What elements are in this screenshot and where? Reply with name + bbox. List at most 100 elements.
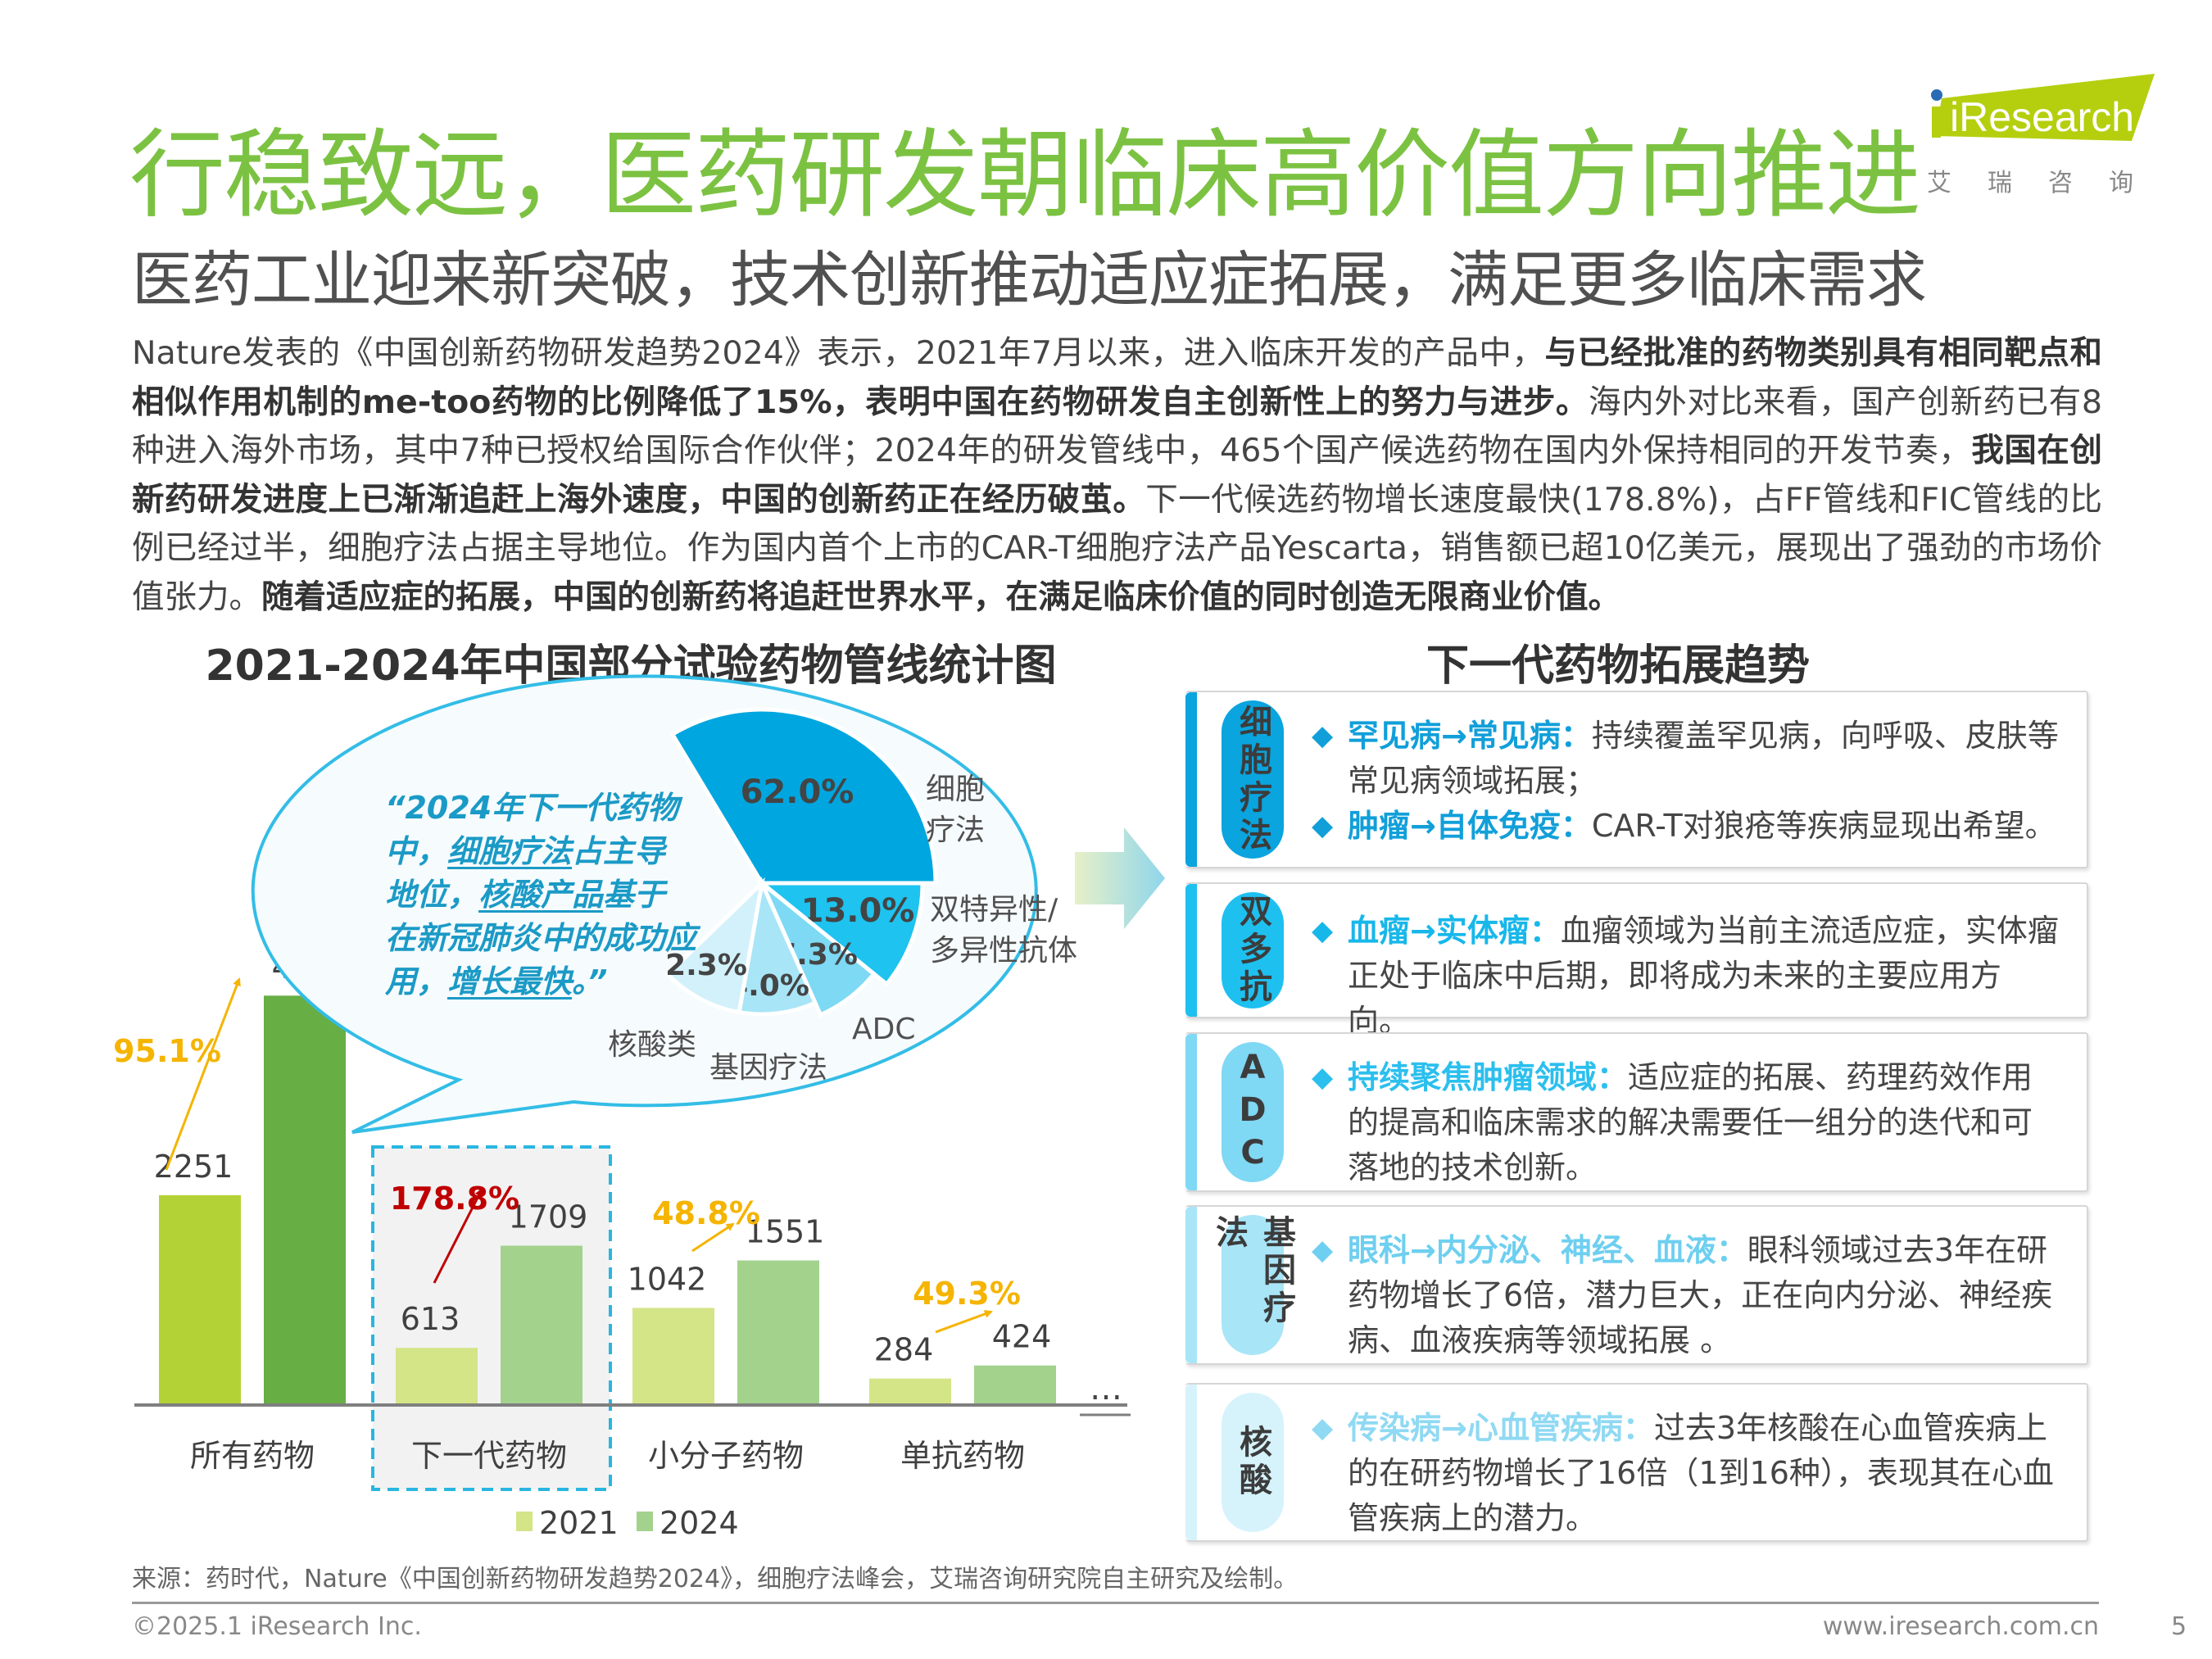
trend-bullet: ◆ 传染病→心血管疾病：过去3年核酸在心血管疾病上的在研药物增长了16倍（1到16… <box>1312 1406 2062 1541</box>
pie-slice-1 <box>755 881 925 987</box>
diamond-bullet-icon: ◆ <box>1312 1234 1334 1267</box>
bubble-quote: “2024年下一代药物中，细胞疗法占主导地位，核酸产品基于在新冠肺炎中的成功应用… <box>385 786 696 1004</box>
bar-2021-1 <box>396 1348 478 1405</box>
bullet-text: 眼科领域过去3年在研药物增长了6倍，潜力巨大，正在向内分泌、神经疾病、血液疾病等… <box>1348 1232 2053 1358</box>
bullet-heading: 肿瘤→自体免疫： <box>1348 808 1592 844</box>
diamond-bullet-icon: ◆ <box>1312 1061 1334 1094</box>
bar-value-label: 284 <box>874 1332 934 1368</box>
trend-bullet: ◆ 眼科→内分泌、神经、血液：眼科领域过去3年在研药物增长了6倍，潜力巨大，正在向… <box>1312 1228 2062 1363</box>
diamond-bullet-icon: ◆ <box>1312 1412 1334 1444</box>
pie-value-label: 13.0% <box>801 892 915 930</box>
copyright: ©2025.1 iResearch Inc. <box>132 1612 422 1641</box>
trends-title: 下一代药物拓展趋势 <box>1426 641 1811 691</box>
pie-category-label: 双特异性/多异性抗体 <box>930 893 1077 968</box>
trend-card: 核酸 ◆ 传染病→心血管疾病：过去3年核酸在心血管疾病上的在研药物增长了16倍（1… <box>1185 1383 2088 1542</box>
legend-label: 2024 <box>660 1505 739 1541</box>
pie-slice-0 <box>669 707 938 886</box>
bullet-heading: 血瘤→实体瘤： <box>1348 913 1561 949</box>
card-body: ◆ 传染病→心血管疾病：过去3年核酸在心血管疾病上的在研药物增长了16倍（1到16… <box>1312 1406 2062 1541</box>
card-body: ◆ 罕见病→常见病：持续覆盖罕见病，向呼吸、皮肤等常见病领域拓展； ◆ 肿瘤→自体免疫… <box>1312 714 2062 849</box>
card-category-pill: 双多抗 <box>1222 892 1284 1009</box>
card-accent-bar <box>1185 1385 1197 1540</box>
card-accent-bar <box>1185 692 1197 867</box>
growth-label: 178.8% <box>390 1181 519 1217</box>
card-category-pill: ADC <box>1222 1042 1284 1182</box>
bullet-text: 适应症的拓展、药理药效作用的提高和临床需求的解决需要任一组分的迭代和可落地的技术… <box>1348 1059 2033 1185</box>
card-body: ◆ 眼科→内分泌、神经、血液：眼科领域过去3年在研药物增长了6倍，潜力巨大，正在向… <box>1312 1228 2062 1363</box>
pie-category-label: 基因疗法 <box>709 1051 827 1085</box>
trend-bullet: ◆ 血瘤→实体瘤：血瘤领域为当前主流适应症，实体瘤正处于临床中后期，即将成为未来的… <box>1312 909 2062 1044</box>
bar-2021-2 <box>632 1308 714 1405</box>
quote-highlight: 细胞疗法 <box>447 833 573 869</box>
category-label: 小分子药物 <box>648 1438 804 1474</box>
footer-divider <box>132 1602 2099 1604</box>
card-accent-bar <box>1185 884 1197 1017</box>
pie-category-label: ADC <box>852 1013 915 1046</box>
bullet-heading: 眼科→内分泌、神经、血液： <box>1348 1232 1747 1268</box>
source-note: 来源：药时代，Nature《中国创新药物研发趋势2024》，细胞疗法峰会，艾瑞咨… <box>132 1565 1299 1593</box>
category-label: 单抗药物 <box>900 1438 1025 1474</box>
trend-card: ADC ◆ 持续聚焦肿瘤领域：适应症的拓展、药理药效作用的提高和临床需求的解决需要… <box>1185 1032 2088 1192</box>
card-category-label: ADC <box>1234 1048 1271 1176</box>
bar-2024-1 <box>501 1245 582 1405</box>
trend-card: 基因疗法 ◆ 眼科→内分泌、神经、血液：眼科领域过去3年在研药物增长了6倍，潜力巨… <box>1185 1205 2088 1365</box>
bar-value-label: 424 <box>992 1319 1052 1355</box>
quote-highlight: 增长最快 <box>447 963 573 999</box>
quote-text: 基于在新冠肺炎中的成功应用， <box>385 877 697 999</box>
website-link[interactable]: www.iresearch.com.cn <box>1822 1612 2099 1641</box>
legend-swatch-2024 <box>637 1512 653 1531</box>
pie-slice-2 <box>759 882 877 1018</box>
paragraph-segment: 下一代候选药物增长速度最快(178.8%)，占FF管线和FIC管线的比例已经过半… <box>132 480 2102 616</box>
bar-group <box>159 995 1056 1405</box>
card-accent-bar <box>1185 1034 1197 1190</box>
diamond-bullet-icon: ◆ <box>1312 914 1334 947</box>
logo-chinese-name: 艾瑞咨询 <box>1927 169 2169 197</box>
quote-text: 占主导地位， <box>385 833 666 913</box>
pie-slice-4 <box>664 877 765 1015</box>
paragraph-segment: 与已经批准的药物类别具有相同靶点和相似作用机制的me-too药物的比例降低了15… <box>132 334 2102 421</box>
trend-card: 细胞疗法 ◆ 罕见病→常见病：持续覆盖罕见病，向呼吸、皮肤等常见病领域拓展； ◆ 肿瘤… <box>1185 691 2088 868</box>
legend-label: 2021 <box>539 1505 619 1541</box>
card-category-label: 核酸 <box>1234 1425 1271 1500</box>
page-title: 行稳致远，医药研发朝临床高价值方向推进 <box>129 119 1921 231</box>
paragraph-segment: 我国在创新药研发进度上已渐渐追赶上海外速度，中国的创新药正在经历破茧。 <box>132 432 2102 519</box>
bar-value-label: 613 <box>401 1301 460 1337</box>
logo-i-stem <box>1932 107 1941 138</box>
iresearch-logo: iResearch <box>1917 66 2163 205</box>
growth-label: 49.3% <box>913 1276 1021 1312</box>
logo-banner <box>1935 74 2155 141</box>
trend-bullet: ◆ 持续聚焦肿瘤领域：适应症的拓展、药理药效作用的提高和临床需求的解决需要任一组分… <box>1312 1055 2062 1190</box>
pie-category-label: 核酸类 <box>608 1028 696 1062</box>
page-number: 5 <box>2171 1612 2187 1641</box>
legend-swatch-2021 <box>516 1512 533 1531</box>
quote-text: 。” <box>572 963 608 999</box>
bullet-text: CAR-T对狼疮等疾病显现出希望。 <box>1591 808 2056 844</box>
card-body: ◆ 血瘤→实体瘤：血瘤领域为当前主流适应症，实体瘤正处于临床中后期，即将成为未来的… <box>1312 909 2062 1044</box>
growth-arrow <box>691 1222 735 1253</box>
card-category-pill: 核酸 <box>1222 1393 1284 1532</box>
growth-label: 48.8% <box>652 1195 760 1231</box>
bar-2021-0 <box>159 1194 241 1405</box>
growth-label: 95.1% <box>113 1033 221 1069</box>
card-category-label: 细胞疗法 <box>1234 704 1271 855</box>
bar-value-label: 1551 <box>746 1213 825 1249</box>
bar-2024-0 <box>264 995 346 1405</box>
pie-category-label: 细胞疗法 <box>926 773 985 847</box>
bullet-text: 血瘤领域为当前主流适应症，实体瘤正处于临床中后期，即将成为未来的主要应用方向。 <box>1348 913 2059 1039</box>
diamond-bullet-icon: ◆ <box>1312 719 1334 752</box>
flow-arrow-icon <box>1075 827 1165 929</box>
bar-value-label: 2251 <box>154 1149 233 1185</box>
card-accent-bar <box>1185 1207 1197 1363</box>
trend-bullet: ◆ 罕见病→常见病：持续覆盖罕见病，向呼吸、皮肤等常见病领域拓展； <box>1312 714 2062 804</box>
card-category-pill: 细胞疗法 <box>1222 700 1284 859</box>
card-category-pill: 基因疗法 <box>1210 1215 1295 1355</box>
paragraph-segment: 随着适应症的拓展，中国的创新药将追赶世界水平，在满足临床价值的同时创造无限商业价… <box>261 578 1620 616</box>
bar-2024-2 <box>737 1260 819 1405</box>
bullet-text: 持续覆盖罕见病，向呼吸、皮肤等常见病领域拓展； <box>1348 718 2059 799</box>
bar-2021-3 <box>869 1378 951 1405</box>
card-category-label: 基因疗法 <box>1210 1215 1295 1328</box>
page-subtitle: 医药工业迎来新突破，技术创新推动适应症拓展，满足更多临床需求 <box>132 245 1927 315</box>
bar-2024-3 <box>974 1365 1056 1405</box>
paragraph-segment: 海内外对比来看，国产创新药已有8种进入海外市场，其中7种已授权给国际合作伙伴；2… <box>132 383 2102 470</box>
